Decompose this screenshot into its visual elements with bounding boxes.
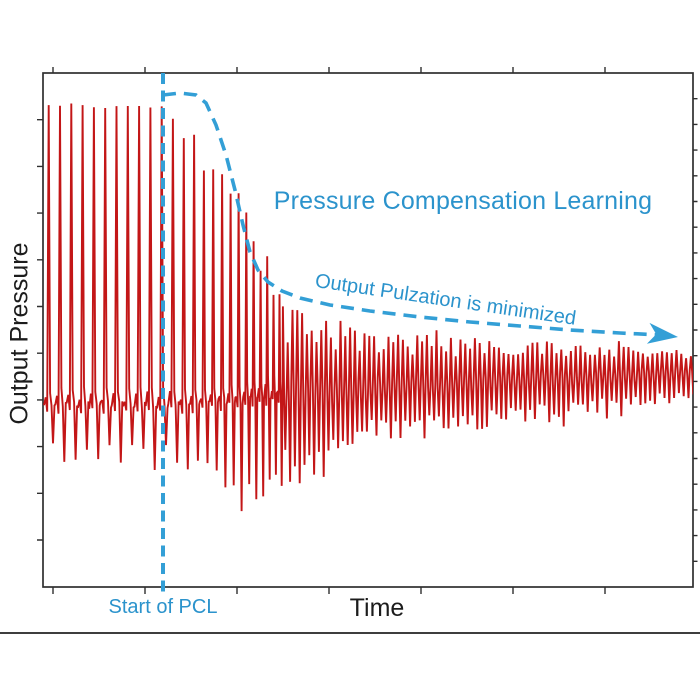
- figure-bottom-border: [0, 632, 700, 634]
- arrowhead-icon: [646, 322, 678, 344]
- pulsation-decay-curve: [162, 91, 663, 337]
- tick-marks: [37, 67, 698, 594]
- chart-title: Pressure Compensation Learning: [273, 187, 653, 215]
- axis-ticks: [37, 67, 698, 594]
- pressure-signal-trace: [43, 103, 693, 512]
- pcl-start-label: Start of PCL: [108, 596, 218, 618]
- y-axis-label: Output Pressure: [5, 242, 34, 425]
- x-axis-label: Time: [349, 594, 405, 622]
